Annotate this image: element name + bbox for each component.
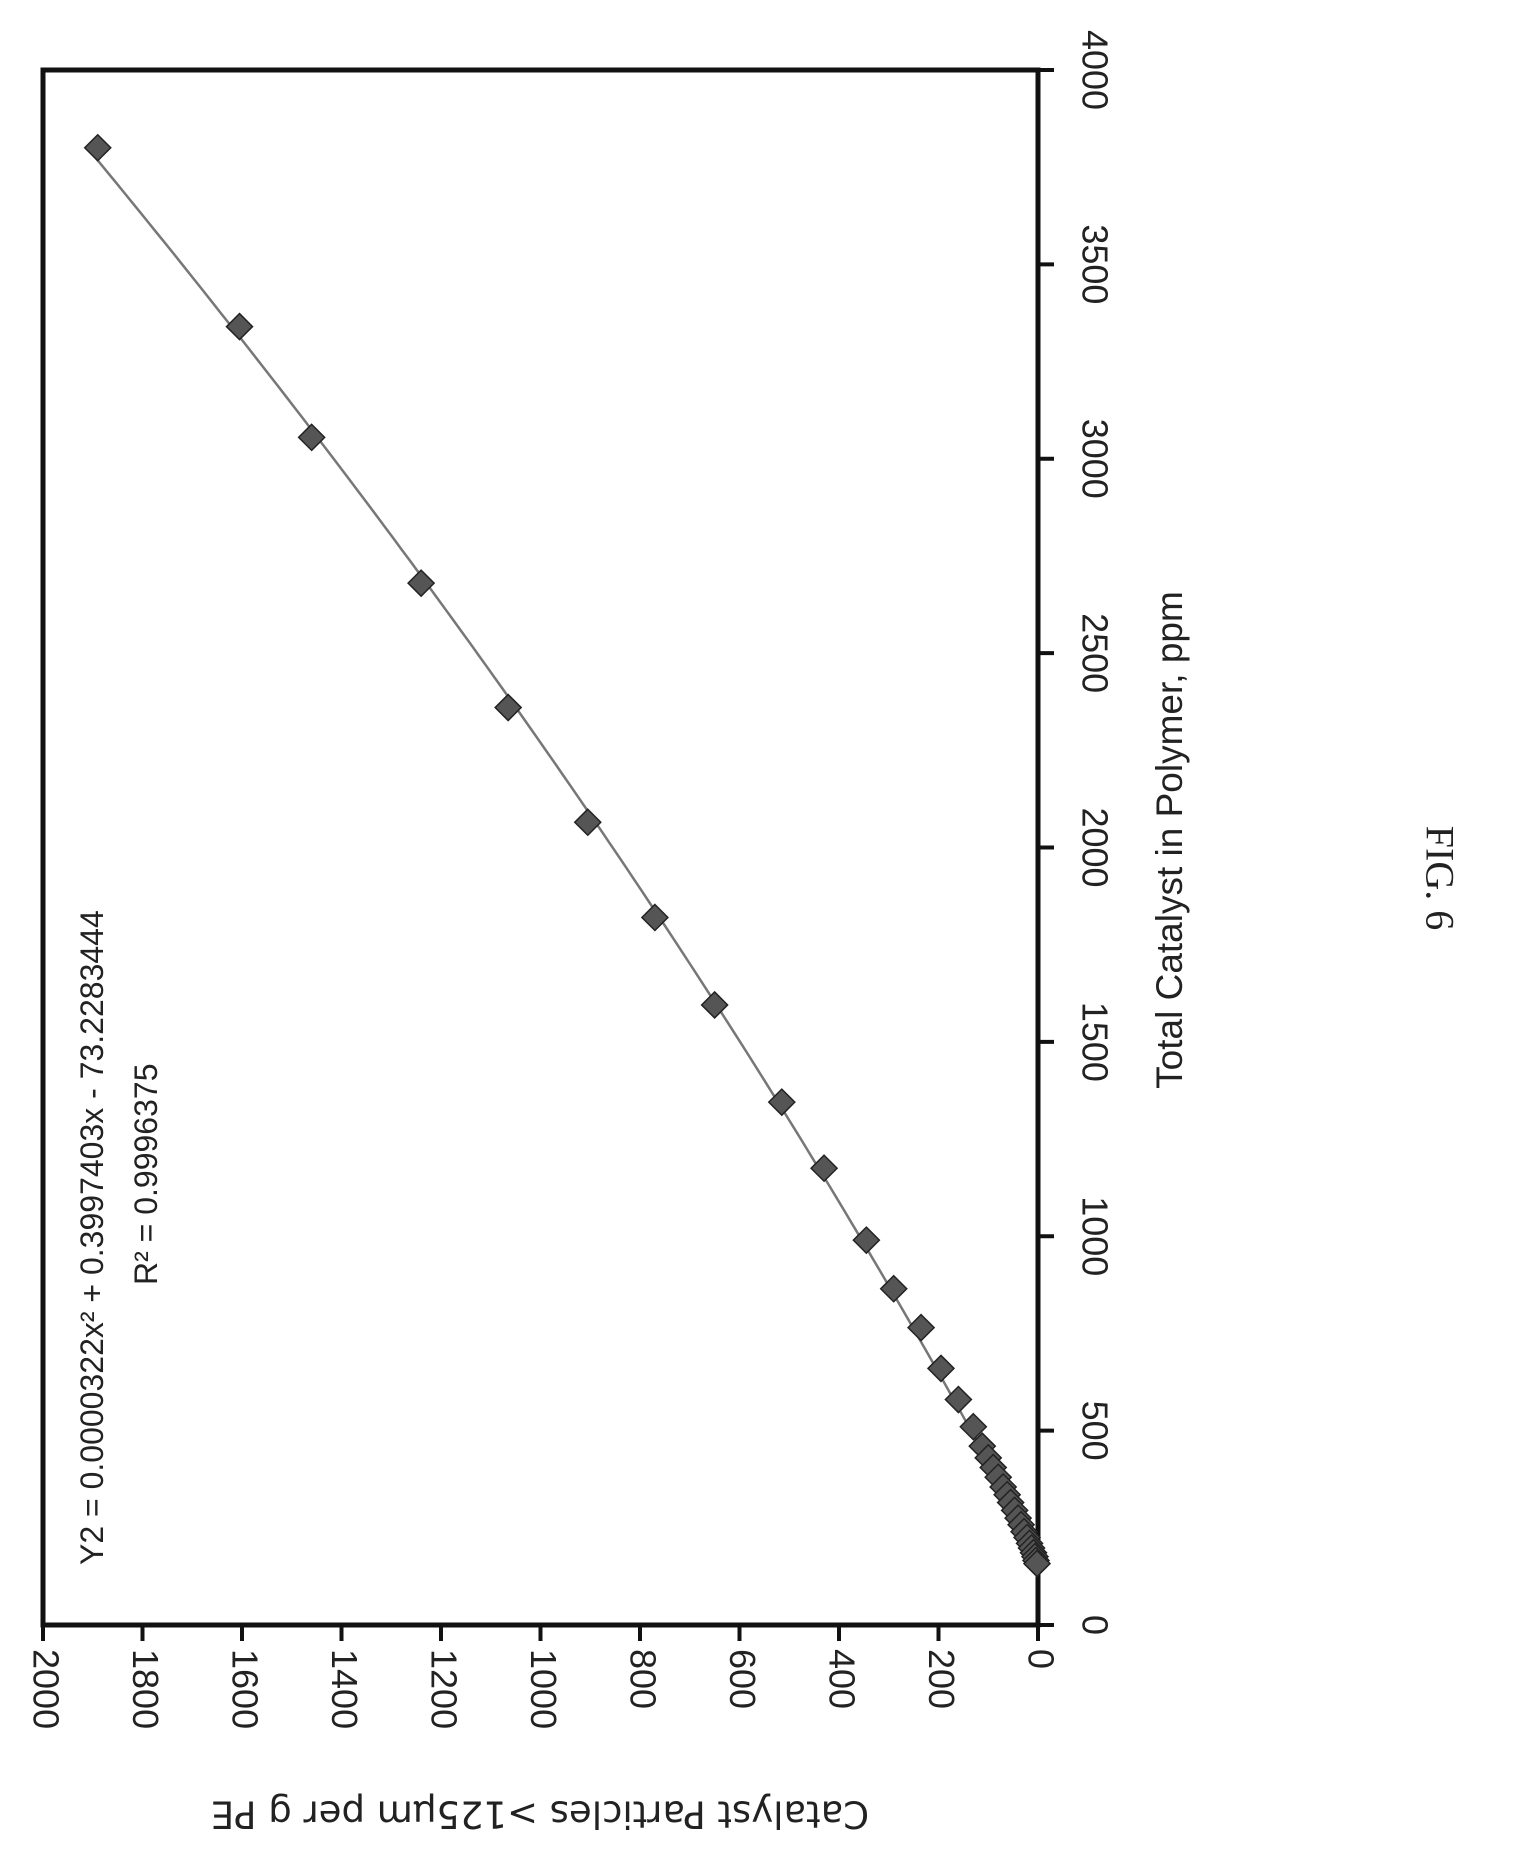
x-axis-title: Total Catalyst in Polymer, ppm xyxy=(1149,591,1190,1089)
fit-annotation: Y2 = 0.0000322x² + 0.3997403x - 73.22834… xyxy=(74,910,164,1565)
x-tick-label: 0 xyxy=(1074,1615,1115,1635)
data-point xyxy=(959,1412,988,1441)
x-tick-label: 2500 xyxy=(1074,613,1115,693)
x-tick-label: 500 xyxy=(1074,1401,1115,1461)
data-points xyxy=(83,133,1052,1578)
data-point xyxy=(926,1354,956,1383)
r-squared-label: R² = 0.9996375 xyxy=(128,1064,164,1286)
plot-area xyxy=(40,67,1041,1628)
x-tick-label: 1500 xyxy=(1074,1002,1115,1082)
x-tick-label: 3500 xyxy=(1074,224,1115,304)
data-point xyxy=(640,903,669,932)
x-tick-label: 4000 xyxy=(1074,30,1115,110)
plot-frame xyxy=(40,67,1041,1628)
data-point xyxy=(852,1226,881,1255)
data-point xyxy=(225,312,254,341)
x-tick-label: 1000 xyxy=(1074,1196,1115,1276)
trendline xyxy=(86,147,1045,1566)
data-point xyxy=(407,569,436,598)
y-tick-label: 200 xyxy=(921,1649,962,1709)
data-point xyxy=(879,1274,908,1303)
x-axis-ticks: 0 500 1000 1500 2000 2500 3000 3500 4000 xyxy=(1038,30,1115,1635)
data-point xyxy=(573,808,602,837)
y-tick-label: 0 xyxy=(1020,1649,1061,1669)
y-tick-label: 800 xyxy=(622,1649,663,1709)
data-point xyxy=(767,1088,796,1117)
y-axis-title: Catalyst Particles >125μm per g PE xyxy=(211,1793,869,1836)
trendline-layer xyxy=(86,147,1045,1566)
data-point xyxy=(83,133,112,162)
figure-caption: FIG. 6 xyxy=(1417,825,1463,931)
data-point xyxy=(907,1313,936,1342)
x-tick-label: 2000 xyxy=(1074,807,1115,887)
y-tick-label: 1000 xyxy=(523,1649,564,1729)
y-tick-label: 1200 xyxy=(423,1649,464,1729)
data-point xyxy=(700,990,729,1020)
data-point xyxy=(297,423,326,452)
data-point xyxy=(810,1154,839,1183)
fit-equation: Y2 = 0.0000322x² + 0.3997403x - 73.22834… xyxy=(74,910,110,1565)
y-tick-label: 400 xyxy=(821,1649,862,1709)
y-tick-label: 600 xyxy=(722,1649,763,1709)
y-axis-ticks: 0 200 400 600 800 1000 1200 1400 1600 1800 2000 xyxy=(25,1625,1061,1729)
data-point xyxy=(494,693,523,722)
x-tick-label: 3000 xyxy=(1074,419,1115,499)
y-tick-label: 2000 xyxy=(25,1649,66,1729)
y-tick-label: 1800 xyxy=(125,1649,166,1729)
data-point xyxy=(1022,1549,1052,1578)
data-point xyxy=(944,1385,973,1414)
y-tick-label: 1600 xyxy=(224,1649,265,1729)
y-tick-label: 1400 xyxy=(324,1649,365,1729)
